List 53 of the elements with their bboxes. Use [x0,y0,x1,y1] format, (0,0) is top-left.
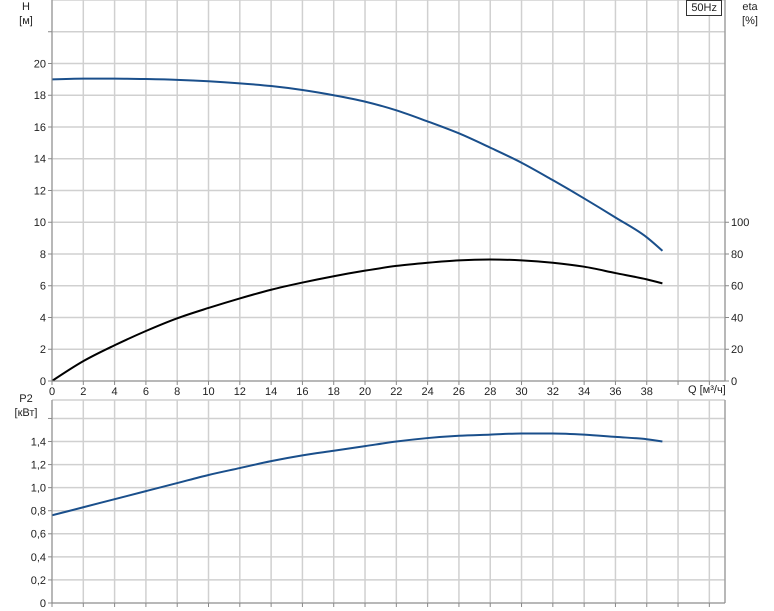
y2-tick-label: 0 [731,376,738,388]
y-tick-label: 1,2 [30,459,46,472]
x-tick-label: 10 [202,386,215,398]
y-tick-label: 16 [34,122,46,134]
y-tick-label: 2 [40,344,46,356]
y-tick-label: 20 [34,58,46,70]
y-tick-label: 0,4 [30,552,46,564]
y-tick-label: 1,0 [30,482,46,495]
y-tick-label: 0,8 [30,506,46,518]
y-tick-label: 12 [34,185,46,198]
x-tick-label: 6 [142,386,149,398]
y-tick-label: 0,2 [30,574,46,587]
y2-tick-label: 80 [731,248,744,261]
y-tick-label: 0 [40,376,46,388]
y-tick-label: 4 [40,312,46,324]
y2-tick-label: 40 [731,312,744,324]
line-series [52,78,664,252]
x-tick-label: 26 [452,386,466,398]
y2-axis-title: eta [%] [742,0,758,28]
x-tick-label: 24 [422,386,434,398]
line-series [52,258,664,381]
x-tick-label: 38 [640,386,653,398]
x-tick-label: 12 [234,386,246,398]
x-tick-label: 0 [48,386,56,398]
y-axis-title: H [м] [19,0,33,28]
x-tick-label: 2 [80,386,86,398]
y-tick-label: 10 [34,217,46,230]
x-tick-label: 18 [328,386,340,398]
y-tick-label: 18 [34,90,46,102]
y-tick-label: 0 [40,598,46,610]
x-tick-label: 22 [390,386,402,398]
x-axis-title: Q [м³/ч] [688,383,726,397]
x-tick-label: 20 [358,386,372,398]
y2-tick-label: 20 [731,344,744,356]
y2-tick-label: 100 [731,217,750,230]
x-tick-label: 4 [112,386,118,398]
x-tick-label: 34 [578,386,590,398]
x-tick-label: 32 [546,386,559,398]
y-tick-label: 0,6 [30,528,46,541]
x-tick-label: 28 [484,386,496,398]
y2-tick-label: 60 [731,280,744,293]
annotation: 50Hz [686,0,722,16]
x-tick-label: 30 [515,386,528,398]
x-tick-label: 14 [264,386,278,398]
x-tick-label: 8 [174,386,180,398]
x-tick-label: 36 [609,386,622,398]
y-tick-label: 8 [40,248,46,261]
y-axis-title: P2 [кВт] [14,392,38,420]
y-tick-label: 14 [34,154,46,166]
line-series [52,432,664,516]
y-tick-label: 6 [40,280,46,293]
x-tick-label: 16 [296,386,309,398]
y-tick-label: 1,4 [30,436,46,448]
